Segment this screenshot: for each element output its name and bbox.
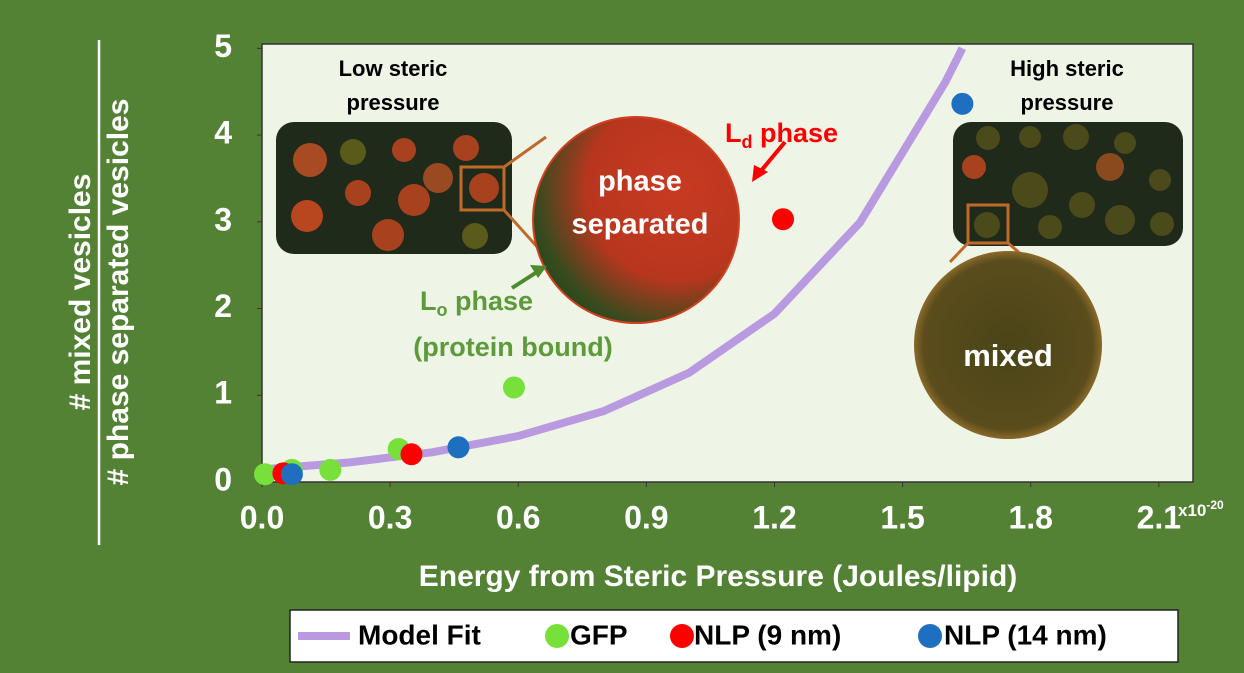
y-tick-label: 4 — [214, 115, 232, 151]
annotation: Low steric — [339, 56, 448, 81]
annotation-part: o — [437, 300, 448, 320]
high-pressure-inset — [950, 122, 1183, 262]
annotation: pressure — [347, 90, 440, 115]
legend-label: Model Fit — [358, 619, 481, 650]
y-tick-label: 5 — [214, 28, 232, 64]
annotation-part: phase — [448, 286, 534, 316]
legend-label: NLP (9 nm) — [694, 619, 841, 650]
y-tick-label: 1 — [214, 375, 232, 411]
low-pressure-inset — [276, 122, 546, 254]
legend-label: GFP — [570, 619, 628, 650]
legend-items: Model Fit GFP NLP (9 nm) NLP (14 nm) — [298, 619, 1107, 650]
data-point — [281, 463, 303, 485]
annotation: High steric — [1010, 56, 1124, 81]
annotation: mixed — [963, 338, 1053, 373]
annotation-part: L — [725, 118, 742, 148]
legend-swatch — [918, 624, 942, 648]
legend-label: NLP (14 nm) — [944, 619, 1107, 650]
y-tick-label: 3 — [214, 201, 232, 237]
x-tick-label: 2.1 — [1137, 499, 1181, 535]
multiplier-exp: -20 — [1206, 498, 1224, 512]
multiplier-base: x10 — [1178, 501, 1206, 520]
y-axis-label: # mixed vesicles — [64, 174, 97, 411]
annotation: phase — [598, 166, 682, 198]
annotation: (protein bound) — [413, 332, 612, 362]
data-point — [319, 459, 341, 481]
data-point — [951, 93, 973, 115]
data-point — [503, 376, 525, 398]
x-tick-label: 1.5 — [880, 499, 924, 535]
y-axis-label: # phase separated vesicles — [102, 99, 135, 486]
annotation-part: phase — [753, 118, 839, 148]
x-tick-label: 0.6 — [496, 499, 540, 535]
data-point — [772, 208, 794, 230]
data-point — [400, 443, 422, 465]
x-tick-label: 1.8 — [1008, 499, 1052, 535]
x-tick-label: 0.0 — [240, 499, 284, 535]
annotation-part: d — [742, 132, 753, 152]
x-tick-label: 0.9 — [624, 499, 668, 535]
data-point — [447, 436, 469, 458]
y-tick-label: 0 — [214, 461, 232, 497]
chart: Low steric pressure High steric pressure… — [0, 0, 1244, 673]
y-tick-label: 2 — [214, 288, 232, 324]
x-tick-label: 0.3 — [368, 499, 412, 535]
x-axis-label: Energy from Steric Pressure (Joules/lipi… — [419, 560, 1018, 593]
annotation-part: L — [420, 286, 437, 316]
annotation: separated — [571, 209, 708, 241]
legend-swatch — [545, 624, 569, 648]
legend-swatch — [670, 624, 694, 648]
annotation: pressure — [1021, 90, 1114, 115]
x-tick-label: 1.2 — [752, 499, 796, 535]
